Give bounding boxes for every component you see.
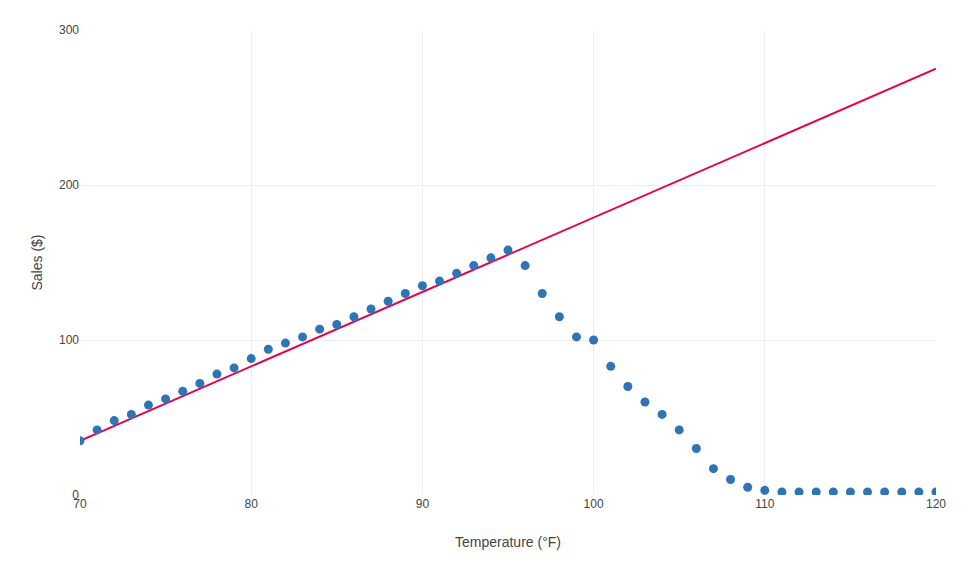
svg-text:110: 110	[755, 497, 774, 511]
svg-text:100: 100	[59, 333, 79, 347]
svg-text:Sales ($): Sales ($)	[29, 234, 45, 290]
svg-text:70: 70	[73, 497, 87, 511]
svg-text:0: 0	[72, 488, 79, 502]
svg-text:100: 100	[584, 497, 604, 511]
svg-text:Temperature (°F): Temperature (°F)	[455, 534, 561, 550]
svg-text:90: 90	[416, 497, 430, 511]
svg-text:300: 300	[59, 23, 79, 37]
svg-text:80: 80	[245, 497, 259, 511]
svg-text:120: 120	[926, 497, 946, 511]
svg-text:200: 200	[59, 178, 79, 192]
